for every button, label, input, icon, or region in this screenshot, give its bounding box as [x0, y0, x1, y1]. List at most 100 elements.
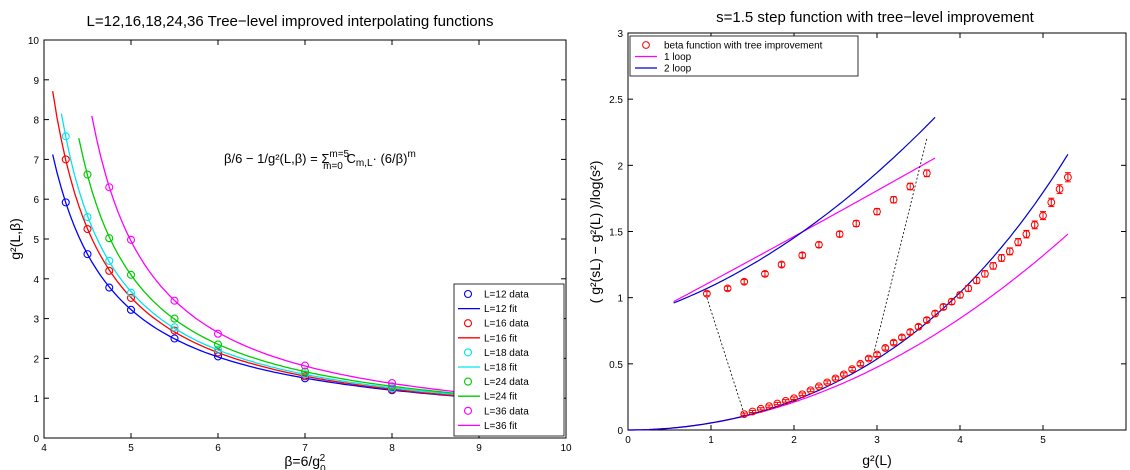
main-data-point: [806, 386, 815, 395]
main-data-point: [831, 374, 840, 383]
right-x-ticks: 0 1 2 3 4 5: [625, 33, 1046, 446]
fit-line-L=12: [52, 154, 514, 401]
right-x-tick-label: 0: [625, 435, 631, 446]
left-x-tick-label: 10: [560, 443, 572, 454]
legend-label: L=12 fit: [484, 304, 517, 315]
right-y-tick-label: 2: [617, 161, 623, 172]
formula-lhs: β/6 − 1/g²(L,β) = Σ: [224, 151, 329, 166]
inset-data-point: [761, 269, 769, 278]
right-x-axis-label: g²(L): [862, 452, 892, 468]
inset-two-loop-curve: [673, 116, 936, 304]
legend-marker-L=16: [463, 319, 473, 328]
right-y-tick-label: 0.5: [609, 360, 623, 371]
data-point-L=18: [83, 213, 92, 222]
inset-data-point: [723, 284, 732, 293]
right-y-tick-label: 0: [617, 426, 623, 437]
data-point-L=36: [170, 296, 179, 305]
inset-data-point: [889, 195, 898, 204]
legend-label: L=36 fit: [484, 421, 517, 432]
legend-marker: [642, 41, 650, 49]
legend-label: beta function with tree improvement: [664, 41, 823, 52]
data-point-L=36: [300, 361, 310, 370]
left-y-tick-label: 6: [33, 195, 39, 206]
data-point-L=18: [170, 323, 179, 332]
right-y-tick-label: 2.5: [609, 95, 623, 106]
left-x-axis-label: β=6/g02: [284, 453, 326, 470]
main-data-point: [947, 297, 956, 306]
right-x-tick-label: 3: [874, 435, 880, 446]
formula-annotation: β/6 − 1/g²(L,β) = Σm=5 m=0 Cm,L· (6/β)m: [224, 149, 416, 172]
left-legend: L=12 data L=12 fit L=16 data L=16 fit L=18 d…: [453, 283, 565, 437]
data-point-L=18: [300, 370, 310, 379]
main-data-point: [756, 404, 765, 413]
inset-data-point: [777, 260, 786, 269]
right-chart: s=1.5 step function with tree−level impr…: [587, 9, 1127, 468]
data-point-L=16: [213, 348, 223, 357]
main-data-point: [1030, 220, 1039, 229]
left-x-tick-label: 9: [476, 443, 482, 454]
right-x-tick-label: 2: [791, 435, 797, 446]
inset-data-point: [740, 277, 749, 286]
legend-label: 1 loop: [664, 52, 692, 63]
legend-marker-L=12: [463, 289, 473, 299]
left-x-tick-label: 5: [128, 443, 134, 454]
right-legend-box: [629, 35, 859, 77]
left-x-tick-label: 6: [215, 443, 221, 454]
formula-rhs-sup: m: [407, 149, 415, 160]
data-point-L=16: [61, 155, 70, 164]
legend-label: L=24 fit: [484, 392, 517, 403]
legend-marker-L=24: [463, 377, 473, 386]
one-loop-curve: [628, 233, 1069, 431]
data-point-L=24: [126, 270, 136, 279]
main-data-point: [1047, 198, 1056, 207]
main-data-point: [740, 410, 749, 419]
inset-data-point: [798, 251, 807, 260]
data-point-L=24: [213, 340, 223, 349]
main-data-point: [914, 322, 923, 331]
main-data-point: [931, 309, 939, 318]
right-y-tick-label: 3: [617, 29, 623, 40]
data-point-L=36: [213, 329, 223, 338]
main-data-point: [823, 378, 832, 387]
main-data-point: [981, 269, 989, 278]
main-data-point: [964, 284, 973, 293]
data-point-L=36: [126, 235, 136, 244]
main-data-point: [906, 328, 915, 336]
main-data-point: [839, 370, 848, 379]
main-data-point: [790, 394, 798, 403]
inset-data-point: [815, 240, 823, 249]
inset-data-point: [873, 207, 881, 216]
fit-line-L=18: [60, 113, 514, 400]
main-data-point: [997, 254, 1006, 262]
fit-line-L=24: [78, 138, 514, 399]
inset-data-point: [835, 230, 844, 239]
main-data-point: [781, 396, 790, 405]
data-point-L=36: [105, 183, 114, 192]
formula-sub: m=0: [323, 161, 343, 172]
right-chart-title: s=1.5 step function with tree−level impr…: [716, 9, 1034, 26]
main-data-point: [1022, 230, 1031, 239]
formula-rhs: C: [343, 151, 356, 166]
data-point-L=36: [387, 379, 397, 388]
formula-rhs-sub: m,L: [356, 158, 373, 169]
left-x-axis-label-sub: 0: [320, 464, 326, 470]
data-point-L=24: [300, 367, 310, 376]
data-point-L=18: [213, 345, 223, 354]
main-data-point: [1064, 173, 1072, 182]
right-y-tick-label: 1.5: [609, 228, 623, 239]
left-y-tick-label: 5: [33, 235, 39, 246]
data-point-L=24: [105, 234, 114, 243]
right-x-tick-label: 4: [957, 435, 963, 446]
legend-marker-L=36: [463, 406, 473, 415]
formula-rhs2: · (6/β): [373, 151, 408, 166]
data-point-L=18: [126, 288, 136, 297]
inset-data-point: [906, 182, 915, 191]
main-data-point: [956, 291, 964, 299]
main-data-point: [798, 390, 807, 399]
main-data-point: [1005, 247, 1014, 256]
main-data-point: [765, 402, 773, 411]
main-data-point: [873, 350, 881, 359]
main-data-point: [864, 354, 873, 363]
